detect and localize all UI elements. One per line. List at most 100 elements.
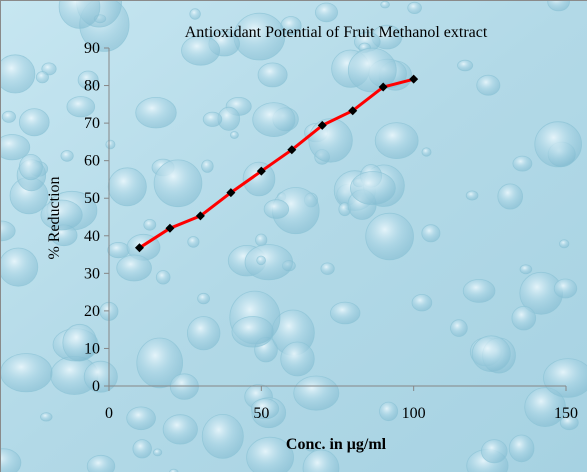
water-droplet <box>107 167 147 207</box>
water-droplet <box>181 35 221 66</box>
water-droplet <box>349 171 396 206</box>
water-droplet <box>162 414 198 445</box>
data-point-marker <box>195 211 205 221</box>
water-droplet <box>347 47 397 93</box>
water-droplet <box>559 415 579 431</box>
water-droplet <box>519 264 533 275</box>
water-droplet <box>374 122 419 160</box>
x-tick-label: 150 <box>554 405 578 422</box>
water-droplet <box>186 316 221 351</box>
water-droplet <box>407 1 422 14</box>
x-axis-label: Conc. in μg/ml <box>286 436 387 453</box>
water-droplet <box>58 1 101 29</box>
water-droplet <box>153 159 203 208</box>
water-droplet <box>1 448 22 472</box>
water-droplet <box>263 199 290 219</box>
water-droplet <box>365 212 414 261</box>
y-tick-label: 70 <box>84 115 100 132</box>
water-droplet <box>202 111 223 127</box>
water-droplet <box>320 262 335 275</box>
water-droplet <box>169 468 179 472</box>
water-droplet <box>1 54 36 94</box>
water-droplet <box>280 341 315 377</box>
water-droplet <box>231 316 274 348</box>
water-droplet <box>201 413 244 459</box>
water-droplet <box>293 375 340 411</box>
water-droplet <box>559 239 570 249</box>
y-tick-label: 60 <box>84 153 100 170</box>
water-droplet <box>132 439 152 459</box>
water-droplet <box>107 242 130 259</box>
water-droplet <box>330 301 361 325</box>
water-droplet <box>135 96 177 129</box>
water-droplet <box>508 434 535 463</box>
water-droplet <box>242 161 276 197</box>
water-droplet <box>497 183 524 210</box>
water-droplet <box>465 190 479 201</box>
water-droplet <box>116 254 152 282</box>
water-droplet <box>246 436 294 472</box>
water-droplet <box>1 134 31 161</box>
data-point-marker <box>287 145 297 155</box>
water-droplet <box>314 2 338 23</box>
chart-title: Antioxidant Potential of Fruit Methanol … <box>185 24 488 41</box>
water-droplet <box>1 247 39 287</box>
water-droplet <box>543 358 587 398</box>
data-point-marker <box>256 166 266 176</box>
water-droplet <box>304 440 318 452</box>
data-point-marker <box>134 243 144 253</box>
water-droplet <box>1 110 16 123</box>
water-droplet <box>308 118 353 163</box>
water-droplet <box>62 323 97 362</box>
water-droplet <box>155 270 171 285</box>
water-droplet <box>18 154 43 181</box>
data-point-marker <box>348 106 358 116</box>
water-droplet <box>251 398 280 420</box>
water-droplet <box>553 278 578 299</box>
water-droplet <box>255 233 268 247</box>
water-droplet <box>379 401 399 422</box>
water-droplet <box>244 244 293 281</box>
water-droplet <box>153 448 163 457</box>
water-droplet <box>421 224 441 243</box>
water-droplet <box>252 102 296 137</box>
y-tick-label: 0 <box>92 378 100 395</box>
water-droplet <box>450 319 468 337</box>
x-tick-label: 100 <box>402 405 426 422</box>
series-line <box>138 77 416 250</box>
water-droplet <box>35 71 49 84</box>
water-droplet <box>421 147 432 157</box>
data-point-marker <box>165 223 175 233</box>
water-droplet <box>534 121 582 168</box>
y-tick-label: 50 <box>84 190 100 207</box>
y-axis-label: % Reduction <box>46 176 63 259</box>
water-droplet <box>83 360 118 393</box>
y-tick-label: 20 <box>84 303 100 320</box>
water-droplet <box>462 278 496 303</box>
water-droplet <box>411 294 433 312</box>
water-droplet <box>77 70 99 90</box>
data-point-marker <box>409 74 419 84</box>
water-droplet <box>524 387 566 428</box>
data-point-marker <box>378 82 388 92</box>
water-droplet <box>169 373 199 400</box>
water-droplet <box>1 220 16 242</box>
water-droplet <box>229 131 239 139</box>
data-point-marker <box>226 188 236 198</box>
water-droplet <box>86 454 116 472</box>
y-tick-label: 30 <box>84 265 100 282</box>
y-tick-label: 90 <box>84 40 100 57</box>
water-droplet <box>380 1 390 9</box>
x-tick-label: 0 <box>105 405 113 422</box>
water-droplet <box>18 108 50 137</box>
water-droplet <box>257 62 288 88</box>
water-droplet <box>66 96 96 118</box>
water-droplet <box>105 139 116 150</box>
water-droplet <box>457 59 474 72</box>
water-droplet <box>547 1 570 12</box>
water-droplet <box>480 439 508 464</box>
water-droplet <box>136 337 184 389</box>
y-tick-label: 40 <box>84 228 100 245</box>
water-droplet <box>187 236 200 248</box>
